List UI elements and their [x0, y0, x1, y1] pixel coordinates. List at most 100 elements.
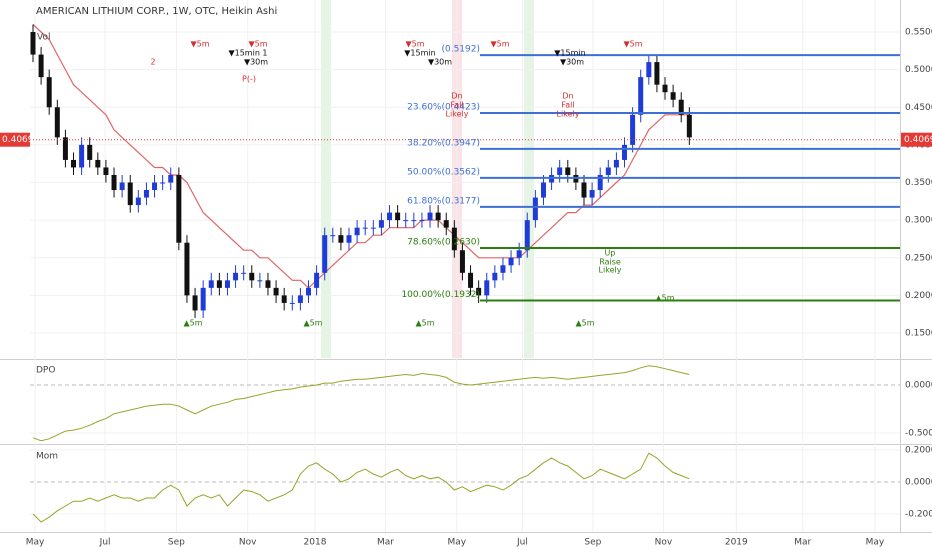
chart-title: AMERICAN LITHIUM CORP., 1W, OTC, Heikin …: [36, 6, 277, 17]
candle-body: [71, 159, 77, 168]
x-tick-label: Sep: [168, 538, 185, 548]
candle-body: [168, 174, 174, 183]
candle-body: [330, 235, 336, 237]
candle-body: [208, 280, 214, 288]
candle-body: [30, 32, 36, 55]
candle-body: [443, 220, 449, 228]
highlight-band: [321, 0, 331, 358]
last-price-box: [901, 132, 932, 147]
candle-body: [216, 280, 222, 288]
annotation: ▼30m: [244, 58, 268, 67]
x-tick-label: Mar: [377, 538, 394, 548]
candle-body: [605, 167, 611, 175]
candle-body: [322, 235, 328, 273]
candle-body: [95, 159, 101, 168]
candle-body: [395, 212, 401, 221]
candle-body: [646, 62, 652, 78]
candle-body: [54, 107, 60, 138]
candle-body: [654, 62, 660, 85]
candle-body: [516, 250, 522, 258]
candle-body: [103, 167, 109, 175]
candle-body: [492, 272, 498, 281]
candle-body: [135, 197, 141, 206]
x-tick-label: Mar: [794, 538, 811, 548]
candle-body: [265, 280, 271, 288]
candle-body: [476, 287, 482, 296]
annotation: ▼5m: [405, 40, 424, 49]
annotation: ▲5m: [415, 319, 434, 328]
candle-body: [500, 265, 506, 273]
x-tick-label: 2019: [725, 538, 748, 548]
candle-body: [257, 280, 263, 282]
candle-body: [184, 242, 190, 296]
annotation: ▲5m: [183, 319, 202, 328]
candle-body: [670, 92, 676, 100]
candle-body: [581, 182, 587, 198]
y-tick-label: 0.1500: [905, 329, 932, 339]
annotation: 2: [150, 58, 155, 67]
highlight-band: [524, 0, 534, 358]
last-price-label: 0.4069: [2, 135, 34, 145]
candle-body: [484, 280, 490, 296]
last-price-label: 0.4069: [904, 135, 932, 145]
candle-body: [508, 257, 514, 266]
annotation: ▼15min 1: [228, 49, 267, 58]
candle-body: [565, 167, 571, 175]
y-tick-label: 0.0000: [905, 381, 932, 391]
candle-body: [387, 212, 393, 221]
candle-body: [346, 235, 352, 243]
candle-body: [79, 144, 85, 168]
candle-body: [297, 295, 303, 303]
candle-body: [62, 137, 68, 160]
candle-body: [152, 182, 158, 191]
candle-body: [87, 144, 93, 160]
x-tick-label: Nov: [239, 538, 257, 548]
candle-body: [241, 272, 247, 274]
candle-body: [176, 174, 182, 243]
x-tick-label: 2018: [304, 538, 327, 548]
grid: [30, 0, 900, 532]
candle-body: [249, 272, 255, 281]
candle-body: [403, 220, 409, 222]
candle-body: [362, 227, 368, 229]
annotation: ▼5m: [490, 40, 509, 49]
candle-body: [459, 250, 465, 273]
candle-body: [557, 167, 563, 175]
candle-body: [435, 212, 441, 221]
annotation: ▲5m: [303, 319, 322, 328]
candle-body: [378, 220, 384, 228]
candle-body: [281, 295, 287, 303]
last-price-box: [0, 132, 30, 147]
annotation: Fall: [561, 101, 574, 110]
annotation: Likely: [557, 110, 580, 119]
candle-body: [613, 159, 619, 168]
candle-body: [46, 77, 52, 108]
panel-title: DPO: [36, 366, 55, 376]
candle-body: [451, 227, 457, 251]
fib-label: 61.80%(0.3177): [407, 196, 480, 206]
fib-label: (0.5192): [441, 45, 480, 55]
candle-body: [419, 220, 425, 222]
candle-body: [200, 287, 206, 311]
candle-body: [638, 77, 644, 115]
candle-body: [630, 114, 636, 145]
candle-body: [540, 182, 546, 198]
annotation: ▼30m: [560, 58, 584, 67]
annotation: ▼5m: [623, 40, 642, 49]
candle-body: [662, 84, 668, 93]
annotation: Up: [605, 249, 616, 258]
candle-body: [589, 190, 595, 198]
annotation: ▼30m: [428, 58, 452, 67]
candle-body: [468, 272, 474, 288]
candle-body: [354, 227, 360, 236]
annotation: ▼5m: [248, 40, 267, 49]
candle-body: [597, 174, 603, 191]
